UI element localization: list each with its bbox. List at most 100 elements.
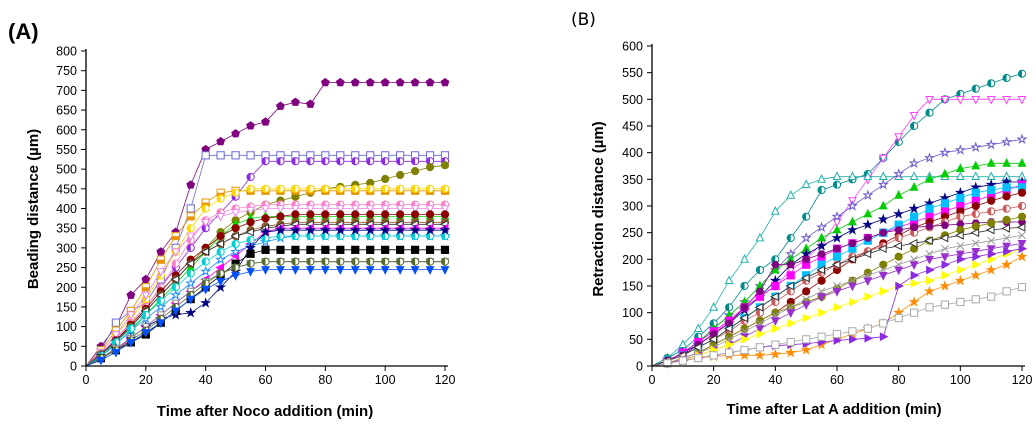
data-point-a-20-23 <box>425 266 435 275</box>
data-point-b-12-23 <box>1002 215 1011 224</box>
y-tick-label-a-1: 50 <box>63 340 77 354</box>
data-point-b-5-11 <box>817 232 826 242</box>
y-tick-label-a-5: 250 <box>56 261 77 275</box>
axes-b: 0 50 100 150 200 250 300 350 400 450 500 550 600 0 20 4… <box>622 40 1032 388</box>
data-point-a-15-9-fill <box>217 248 221 256</box>
series-b-13 <box>651 222 1026 367</box>
y-tick-label-b-5: 250 <box>622 226 643 240</box>
y-tick-label-b-1: 50 <box>629 333 643 347</box>
data-point-b-11-10 <box>801 255 811 263</box>
data-point-b-16-14 <box>864 292 874 302</box>
y-tick-label-b-4: 200 <box>622 253 643 267</box>
data-point-b-6-12 <box>831 232 843 243</box>
series-group-a <box>85 77 451 367</box>
data-point-b-5-18 <box>925 174 934 183</box>
data-point-a-20-11 <box>246 268 255 277</box>
data-point-a-15-7-fill <box>187 269 191 278</box>
data-point-b-13-16 <box>893 241 903 251</box>
data-point-b-4-23 <box>1001 136 1013 147</box>
data-point-b-3-21 <box>971 171 981 181</box>
data-point-b-16-15 <box>879 286 889 296</box>
data-point-a-3-16-fill <box>321 157 326 165</box>
x-tick-label-a-4: 80 <box>318 373 332 387</box>
data-point-a-6-12-fill <box>261 185 266 193</box>
data-point-b-3-4 <box>709 302 719 311</box>
data-point-a-17-18 <box>351 245 360 254</box>
data-point-b-3-14 <box>863 171 873 181</box>
data-point-a-8-14 <box>291 205 300 214</box>
data-point-a-1-22 <box>410 77 420 87</box>
data-point-b-12-16 <box>894 252 903 261</box>
data-point-a-12-5 <box>155 290 165 300</box>
data-point-b-18-14 <box>864 333 874 343</box>
x-tick-label-a-2: 40 <box>199 373 213 387</box>
data-point-b-4-20 <box>954 144 966 155</box>
y-tick-label-a-4: 200 <box>56 281 77 295</box>
data-point-a-10-10 <box>231 224 240 233</box>
data-point-b-1-9-fill <box>787 234 791 242</box>
data-point-b-15-21 <box>971 247 981 257</box>
data-point-a-15-2-fill <box>112 338 116 346</box>
data-point-a-13-9 <box>215 263 225 272</box>
data-point-b-11-19 <box>940 221 950 229</box>
data-point-a-15-5-fill <box>157 297 161 305</box>
data-point-a-6-11-fill <box>246 185 251 193</box>
data-point-a-17-15 <box>306 245 315 254</box>
data-point-a-20-5 <box>156 319 166 328</box>
data-point-b-15-13 <box>848 282 857 292</box>
data-point-a-16-19 <box>364 224 376 235</box>
y-tick-label-a-14: 700 <box>56 84 77 98</box>
data-point-a-19-18-fill <box>351 258 356 266</box>
data-point-b-19-16 <box>894 313 903 323</box>
data-point-a-15-4-fill <box>142 311 146 319</box>
data-point-b-13-14 <box>862 249 872 259</box>
data-point-a-10-14 <box>291 210 300 219</box>
data-point-b-17-21 <box>970 269 982 281</box>
data-point-b-19-18 <box>925 303 934 312</box>
data-point-b-6-11 <box>816 240 828 251</box>
data-point-b-11-14 <box>863 234 873 242</box>
panel-label-b: (B) <box>571 10 596 30</box>
data-point-b-19-2 <box>678 356 687 365</box>
data-point-a-4-20 <box>381 174 390 184</box>
data-point-b-10-8-fill <box>771 298 776 306</box>
data-point-a-6-16-fill <box>321 185 326 193</box>
data-point-b-19-1 <box>663 359 672 368</box>
data-point-a-8-6 <box>171 248 181 258</box>
series-line-a-15 <box>85 235 445 367</box>
data-point-a-5-7-fill <box>187 216 195 220</box>
series-a-19 <box>85 257 450 367</box>
data-point-a-20-14 <box>291 266 300 275</box>
data-point-a-20-22 <box>410 266 420 275</box>
data-point-a-3-12-fill <box>261 157 266 165</box>
data-point-b-5-23 <box>1002 158 1011 167</box>
data-point-a-19-12-fill <box>261 258 266 266</box>
data-point-b-1-5-fill <box>725 303 730 311</box>
data-point-a-8-24 <box>440 205 450 214</box>
data-point-b-3-7 <box>755 232 765 242</box>
data-point-b-16-10 <box>802 313 812 323</box>
data-point-b-19-5 <box>724 348 734 357</box>
data-point-b-9-23 <box>1002 192 1011 201</box>
data-point-b-14-23 <box>1002 234 1011 242</box>
data-point-a-8-22 <box>410 205 420 214</box>
data-point-b-15-18 <box>925 255 934 265</box>
data-point-a-2-11 <box>246 151 255 160</box>
data-point-a-16-17 <box>334 224 346 235</box>
data-point-a-17-23 <box>425 245 435 254</box>
data-point-b-12-24 <box>1017 212 1027 221</box>
data-point-a-19-22-fill <box>411 258 416 266</box>
data-point-a-20-13 <box>276 266 285 275</box>
data-point-a-6-9-fill <box>217 195 221 203</box>
data-point-b-1-6-fill <box>740 282 745 290</box>
series-line-a-19 <box>85 261 445 367</box>
data-point-a-15-10-fill <box>231 240 236 248</box>
data-point-a-5-8-fill <box>202 202 210 207</box>
data-point-b-2-16 <box>894 133 904 142</box>
data-point-a-8-12 <box>261 205 270 214</box>
data-point-b-18-18 <box>926 265 935 275</box>
data-point-b-18-24 <box>1018 244 1028 254</box>
data-point-b-3-13 <box>848 171 857 181</box>
data-point-b-10-20-fill <box>956 213 961 221</box>
data-point-b-19-3 <box>694 353 703 363</box>
